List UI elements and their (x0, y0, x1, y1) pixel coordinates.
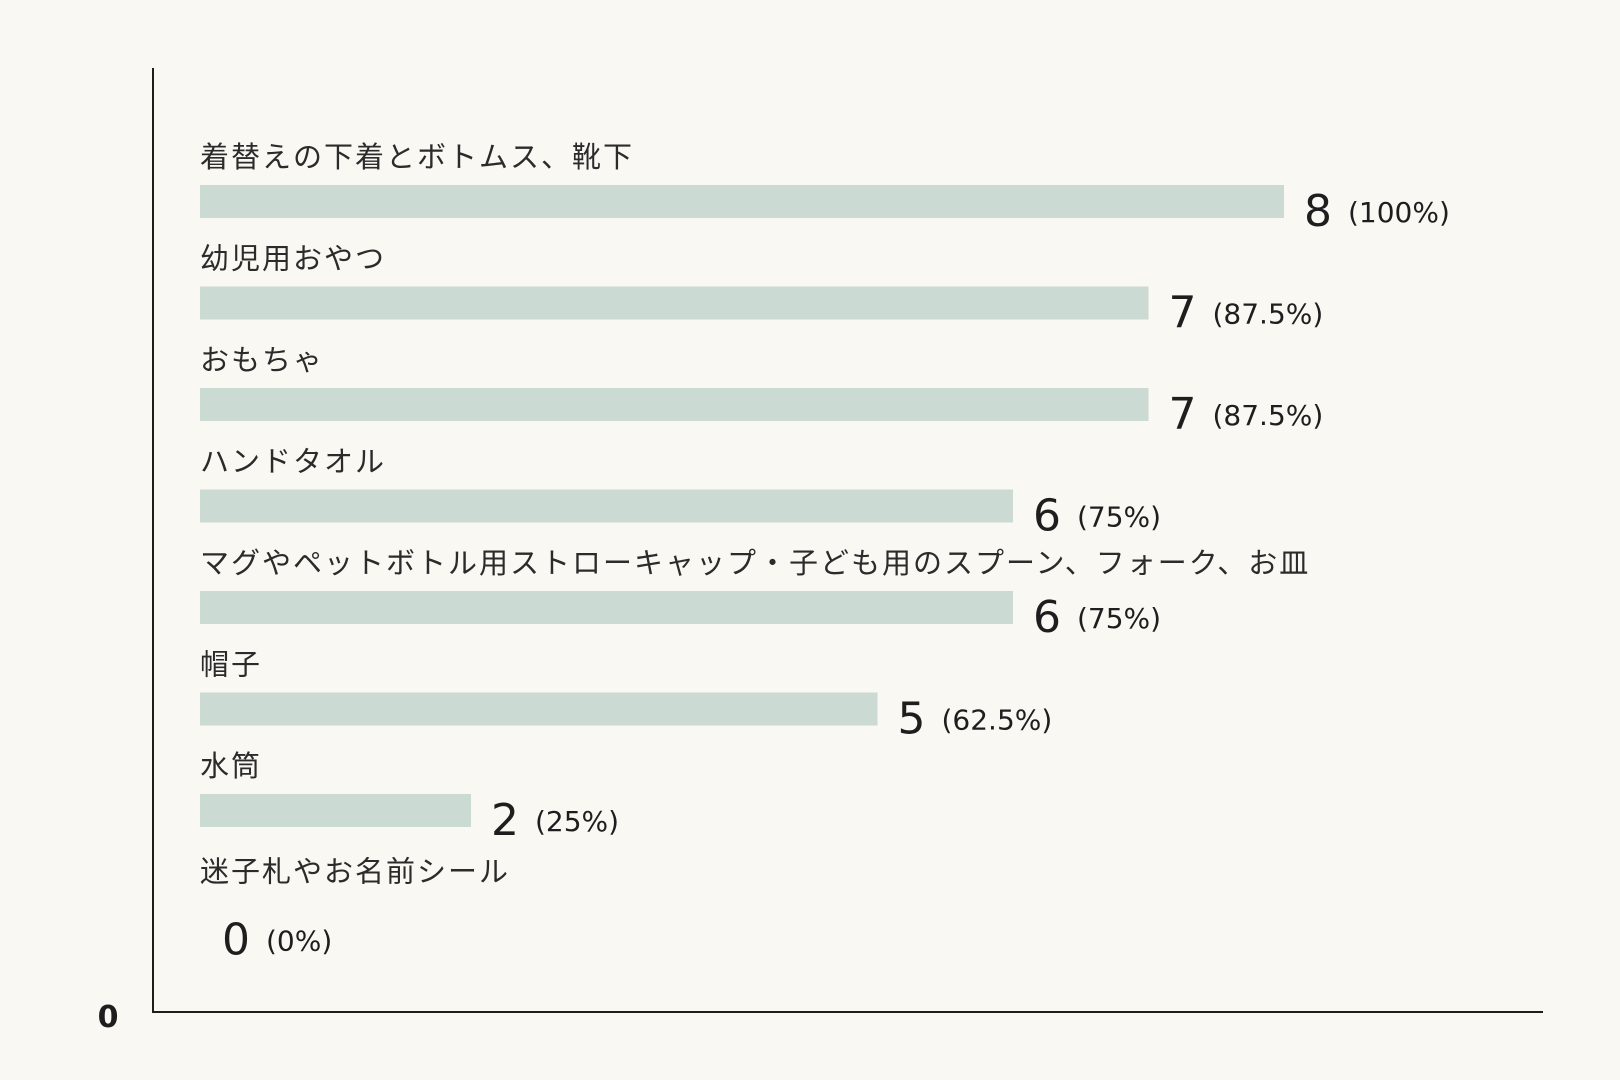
category-label: 迷子札やお名前シール (200, 855, 510, 889)
percent-label: (75%) (1077, 501, 1161, 534)
category-label: 着替えの下着とボトムス、靴下 (200, 140, 634, 174)
value-label: 7 (1169, 288, 1197, 339)
bar (200, 591, 1013, 624)
percent-label: (62.5%) (942, 704, 1053, 737)
value-label: 5 (898, 694, 926, 745)
category-label: 帽子 (200, 648, 262, 682)
bar (200, 286, 1149, 320)
value-label: 2 (491, 795, 519, 846)
value-label: 7 (1169, 389, 1197, 440)
category-label: ハンドタオル (200, 445, 386, 479)
category-label: マグやペットボトル用ストローキャップ・子ども用のスプーン、フォーク、お皿 (200, 546, 1310, 580)
percent-label: (25%) (535, 805, 619, 838)
bar (200, 185, 1284, 218)
bar (200, 692, 878, 726)
bars-group: 着替えの下着とボトムス、靴下 8 (100%) 幼児用おやつ 7 (87.5%) おもちゃ 7… (200, 140, 1450, 966)
percent-label: (0%) (266, 925, 332, 958)
percent-label: (87.5%) (1213, 298, 1324, 331)
percent-label: (75%) (1077, 602, 1161, 635)
bar (200, 388, 1149, 421)
bar (200, 794, 471, 827)
value-label: 6 (1033, 491, 1061, 542)
category-label: 幼児用おやつ (200, 242, 386, 276)
percent-label: (87.5%) (1213, 399, 1324, 432)
category-label: 水筒 (200, 749, 262, 783)
value-label: 0 (222, 915, 250, 966)
bar (200, 489, 1013, 523)
origin-label: 0 (98, 1000, 119, 1035)
percent-label: (100%) (1348, 196, 1450, 229)
value-label: 6 (1033, 592, 1061, 643)
value-label: 8 (1304, 186, 1332, 237)
category-label: おもちゃ (200, 343, 324, 377)
